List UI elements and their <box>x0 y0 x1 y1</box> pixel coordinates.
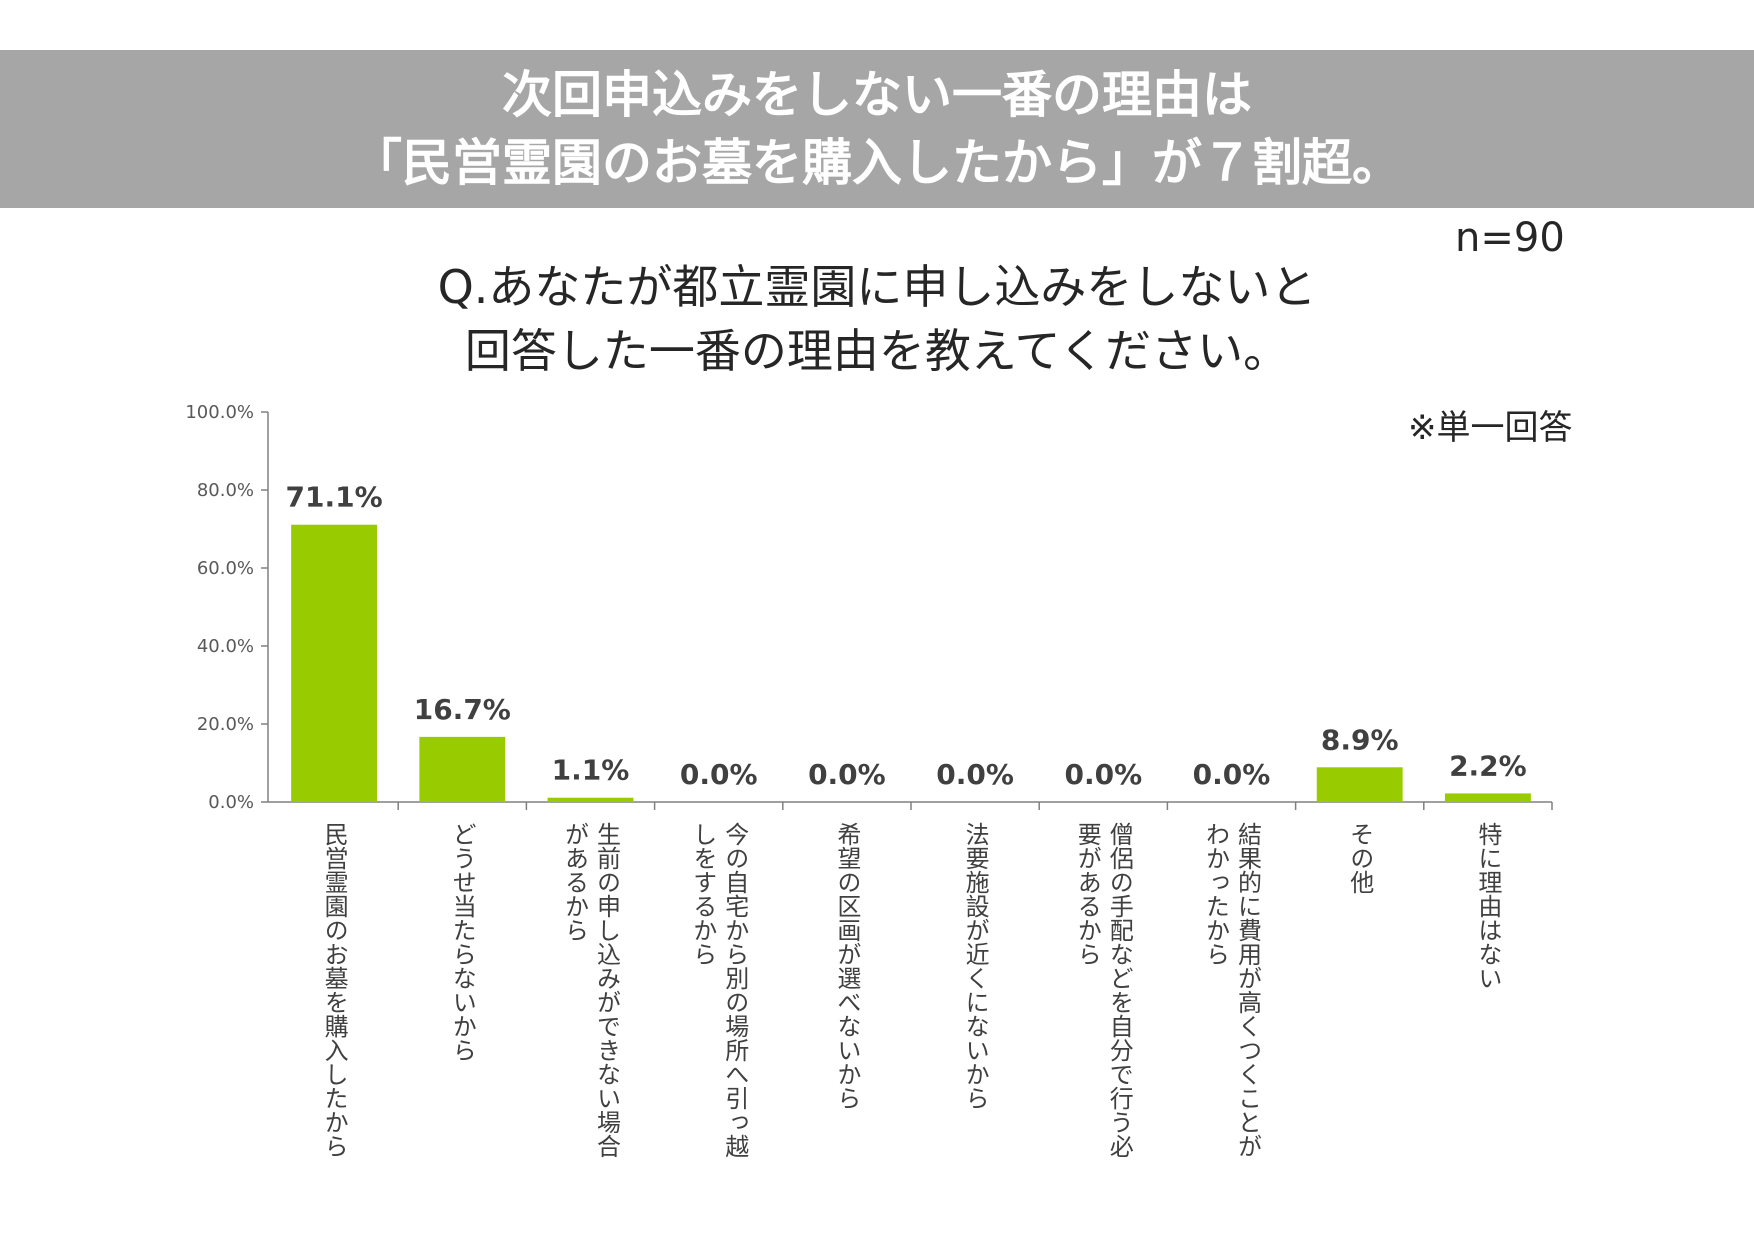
headline-line-1: 次回申込みをしない一番の理由は <box>502 66 1252 124</box>
bar <box>1316 767 1403 802</box>
y-tick-label: 100.0% <box>185 402 254 423</box>
x-category-label: その他 <box>1346 822 1374 894</box>
data-label: 16.7% <box>414 693 511 726</box>
question-text: Q.あなたが都立霊園に申し込みをしないと 回答した一番の理由を教えてください。 <box>0 255 1754 383</box>
x-category-label: があるから <box>561 822 589 942</box>
data-label: 0.0% <box>1193 758 1271 791</box>
bar <box>547 797 634 802</box>
x-category-label: 僧侶の手配などを自分で行う必 <box>1105 822 1133 1158</box>
single-answer-note: ※単一回答 <box>1408 408 1573 448</box>
x-category-label: わかったから <box>1202 822 1230 966</box>
data-label: 1.1% <box>552 754 630 787</box>
data-label: 71.1% <box>286 481 383 514</box>
y-tick-label: 20.0% <box>197 714 254 735</box>
x-category-label: 特に理由はない <box>1474 822 1502 990</box>
question-line-2: 回答した一番の理由を教えてください。 <box>464 324 1290 378</box>
headline-line-2: 「民営霊園のお墓を購入したから」が７割超。 <box>352 134 1402 192</box>
x-category-label: 要があるから <box>1073 822 1101 966</box>
x-category-label: しをするから <box>689 822 717 966</box>
y-tick-label: 80.0% <box>197 480 254 501</box>
bar <box>419 736 506 802</box>
bar <box>1444 793 1531 802</box>
y-tick-label: 60.0% <box>197 558 254 579</box>
x-category-label: 民営霊園のお墓を購入したから <box>320 822 348 1158</box>
data-label: 0.0% <box>1064 758 1142 791</box>
data-label: 0.0% <box>808 758 886 791</box>
sample-size: n=90 <box>1455 215 1565 261</box>
data-label: 2.2% <box>1449 749 1527 782</box>
x-category-label: 結果的に費用が高くつくことが <box>1234 822 1262 1158</box>
data-label: 0.0% <box>936 758 1014 791</box>
y-tick-label: 40.0% <box>197 636 254 657</box>
headline-banner: 次回申込みをしない一番の理由は 「民営霊園のお墓を購入したから」が７割超。 <box>0 50 1754 208</box>
x-category-label: 生前の申し込みができない場合 <box>593 822 621 1158</box>
x-category-label: 法要施設が近くにないから <box>961 822 989 1110</box>
x-category-label: 今の自宅から別の場所へ引っ越 <box>721 822 749 1158</box>
x-category-label: 希望の区画が選べないから <box>833 822 861 1110</box>
question-line-1: Q.あなたが都立霊園に申し込みをしないと <box>437 260 1317 314</box>
y-tick-label: 0.0% <box>208 792 254 813</box>
data-label: 8.9% <box>1321 723 1399 756</box>
x-category-label: どうせ当たらないから <box>448 822 476 1062</box>
data-label: 0.0% <box>680 758 758 791</box>
bar <box>291 524 378 802</box>
